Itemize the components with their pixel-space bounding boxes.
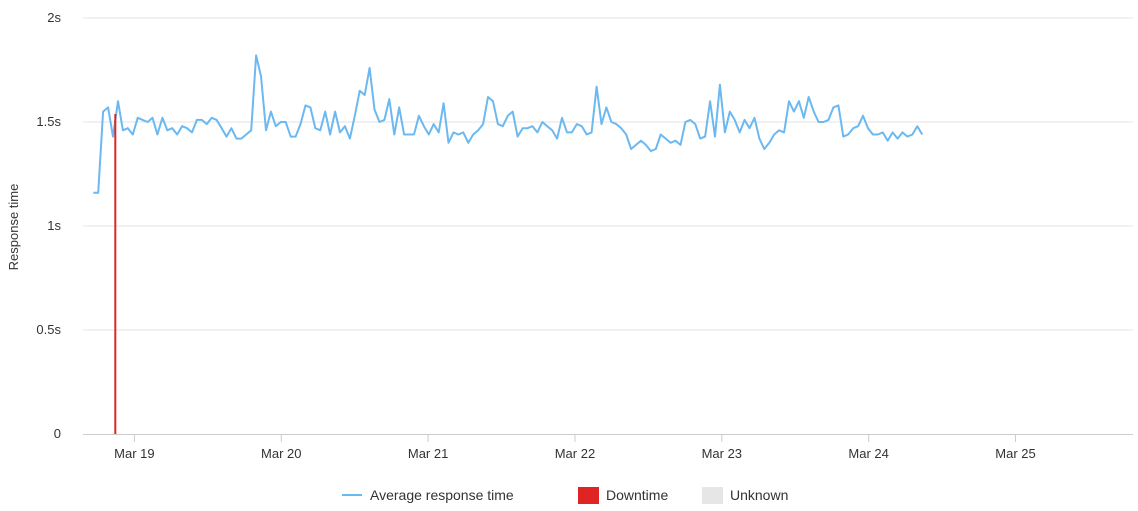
y-axis-title: Response time (6, 184, 21, 271)
x-tick-label: Mar 23 (702, 446, 742, 461)
legend: Average response time Downtime Unknown (342, 487, 788, 504)
legend-label: Downtime (606, 487, 668, 503)
y-tick-label: 0 (54, 426, 61, 441)
y-tick-label: 2s (47, 10, 61, 25)
legend-swatch-box (578, 487, 599, 504)
y-tick-label: 1s (47, 218, 61, 233)
legend-item[interactable]: Unknown (702, 487, 788, 504)
plot-area (93, 54, 924, 434)
x-tick-label: Mar 20 (261, 446, 301, 461)
legend-swatch-box (702, 487, 723, 504)
x-tick-label: Mar 21 (408, 446, 448, 461)
y-tick-label: 1.5s (36, 114, 61, 129)
x-tick-label: Mar 19 (114, 446, 154, 461)
y-tick-label: 0.5s (36, 322, 61, 337)
legend-item[interactable]: Average response time (342, 487, 514, 503)
legend-item[interactable]: Downtime (578, 487, 668, 504)
x-tick-label: Mar 25 (995, 446, 1035, 461)
series-line-average-response-time (93, 54, 924, 194)
x-tick-label: Mar 22 (555, 446, 595, 461)
legend-label: Unknown (730, 487, 788, 503)
x-tick-label: Mar 24 (848, 446, 888, 461)
axes: 0 0.5s 1s 1.5s 2s Mar 19 Mar 20 Mar 21 Mar 22 Mar… (36, 10, 1133, 461)
legend-label: Average response time (370, 487, 514, 503)
grid-lines (83, 17, 1133, 331)
